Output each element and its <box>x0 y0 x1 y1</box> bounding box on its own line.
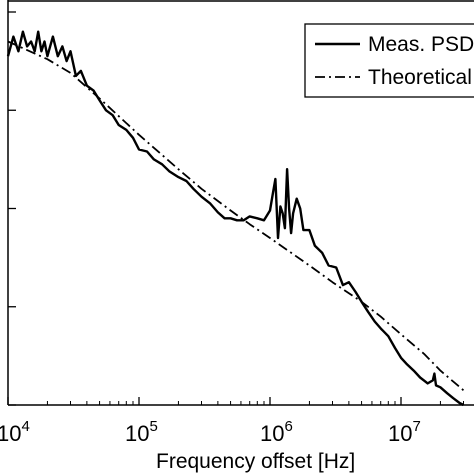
x-tick-label-1e4: 104 <box>0 418 30 446</box>
x-axis-title: Frequency offset [Hz] <box>156 450 355 473</box>
legend-box <box>304 23 474 98</box>
series-lines <box>6 30 465 407</box>
series-line-theoretical <box>7 40 465 391</box>
legend-label-meas-psd: Meas. PSD <box>368 33 474 56</box>
x-tick-labels: 104 105 106 107 <box>0 418 421 446</box>
x-tick-label-1e7: 107 <box>388 418 421 446</box>
axis-ticks <box>7 11 465 406</box>
x-tick-label-1e6: 106 <box>260 418 293 446</box>
legend: Meas. PSD Theoretical <box>304 23 474 98</box>
legend-label-theoretical: Theoretical <box>368 66 472 89</box>
x-tick-label-1e5: 105 <box>125 418 158 446</box>
series-line-meas-psd <box>6 30 465 407</box>
